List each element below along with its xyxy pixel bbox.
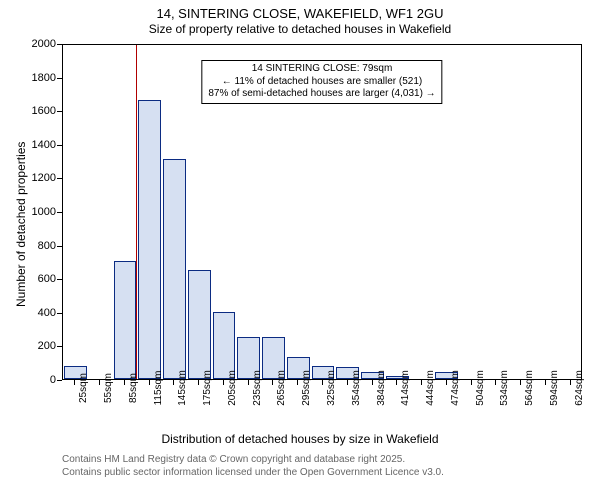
x-tick-mark xyxy=(520,380,521,385)
y-tick-mark xyxy=(57,279,62,280)
chart-container: 14, SINTERING CLOSE, WAKEFIELD, WF1 2GU … xyxy=(0,0,600,500)
x-tick-mark xyxy=(297,380,298,385)
y-tick-mark xyxy=(57,346,62,347)
x-tick-mark xyxy=(248,380,249,385)
x-tick-mark xyxy=(570,380,571,385)
x-tick-mark xyxy=(372,380,373,385)
x-tick-label: 235sqm xyxy=(252,370,263,406)
x-tick-label: 85sqm xyxy=(128,373,139,403)
x-tick-label: 175sqm xyxy=(202,370,213,406)
annotation-box: 14 SINTERING CLOSE: 79sqm ← 11% of detac… xyxy=(201,60,442,104)
y-tick-label: 1800 xyxy=(0,72,56,84)
y-tick-mark xyxy=(57,212,62,213)
histogram-bar xyxy=(114,261,137,379)
footer-line: Contains public sector information licen… xyxy=(62,467,444,480)
x-tick-label: 594sqm xyxy=(549,370,560,406)
x-tick-mark xyxy=(149,380,150,385)
x-tick-label: 354sqm xyxy=(351,370,362,406)
x-tick-mark xyxy=(495,380,496,385)
y-tick-label: 400 xyxy=(0,307,56,319)
x-tick-label: 25sqm xyxy=(78,373,89,403)
x-tick-mark xyxy=(99,380,100,385)
x-tick-label: 384sqm xyxy=(376,370,387,406)
y-tick-mark xyxy=(57,246,62,247)
x-tick-mark xyxy=(396,380,397,385)
y-tick-label: 2000 xyxy=(0,38,56,50)
reference-line xyxy=(136,45,137,379)
x-tick-mark xyxy=(74,380,75,385)
x-tick-mark xyxy=(124,380,125,385)
y-tick-mark xyxy=(57,313,62,314)
y-tick-label: 1000 xyxy=(0,206,56,218)
x-tick-mark xyxy=(223,380,224,385)
x-tick-mark xyxy=(272,380,273,385)
y-tick-label: 1200 xyxy=(0,172,56,184)
x-tick-label: 414sqm xyxy=(400,370,411,406)
y-tick-label: 0 xyxy=(0,374,56,386)
footer-line: Contains HM Land Registry data © Crown c… xyxy=(62,454,444,467)
y-tick-label: 1400 xyxy=(0,139,56,151)
y-tick-mark xyxy=(57,380,62,381)
x-tick-mark xyxy=(446,380,447,385)
histogram-bar xyxy=(188,270,211,379)
x-tick-label: 624sqm xyxy=(574,370,585,406)
x-tick-label: 474sqm xyxy=(450,370,461,406)
x-tick-label: 325sqm xyxy=(326,370,337,406)
annotation-line: 87% of semi-detached houses are larger (… xyxy=(208,88,435,101)
footer-attribution: Contains HM Land Registry data © Crown c… xyxy=(62,454,444,479)
y-tick-label: 600 xyxy=(0,273,56,285)
annotation-line: 14 SINTERING CLOSE: 79sqm xyxy=(208,63,435,76)
plot-area: 14 SINTERING CLOSE: 79sqm ← 11% of detac… xyxy=(62,44,582,380)
y-tick-mark xyxy=(57,111,62,112)
y-tick-mark xyxy=(57,78,62,79)
x-tick-label: 145sqm xyxy=(177,370,188,406)
x-tick-label: 295sqm xyxy=(301,370,312,406)
x-tick-label: 444sqm xyxy=(425,370,436,406)
x-tick-mark xyxy=(173,380,174,385)
y-tick-label: 800 xyxy=(0,240,56,252)
y-tick-mark xyxy=(57,44,62,45)
x-axis-label: Distribution of detached houses by size … xyxy=(0,432,600,446)
x-tick-label: 534sqm xyxy=(499,370,510,406)
x-tick-mark xyxy=(471,380,472,385)
x-tick-mark xyxy=(545,380,546,385)
histogram-bar xyxy=(163,159,186,379)
x-tick-mark xyxy=(198,380,199,385)
y-tick-label: 1600 xyxy=(0,105,56,117)
x-tick-mark xyxy=(421,380,422,385)
x-tick-label: 504sqm xyxy=(475,370,486,406)
x-tick-label: 205sqm xyxy=(227,370,238,406)
x-tick-label: 55sqm xyxy=(103,373,114,403)
x-tick-label: 265sqm xyxy=(276,370,287,406)
y-tick-mark xyxy=(57,178,62,179)
annotation-line: ← 11% of detached houses are smaller (52… xyxy=(208,76,435,89)
chart-title: 14, SINTERING CLOSE, WAKEFIELD, WF1 2GU xyxy=(0,6,600,21)
histogram-bar xyxy=(213,312,236,379)
x-tick-label: 564sqm xyxy=(524,370,535,406)
x-tick-label: 115sqm xyxy=(153,371,164,406)
chart-subtitle: Size of property relative to detached ho… xyxy=(0,22,600,36)
x-tick-mark xyxy=(322,380,323,385)
histogram-bar xyxy=(138,100,161,379)
x-tick-mark xyxy=(347,380,348,385)
y-tick-label: 200 xyxy=(0,340,56,352)
y-axis-label: Number of detached properties xyxy=(14,142,28,307)
y-tick-mark xyxy=(57,145,62,146)
